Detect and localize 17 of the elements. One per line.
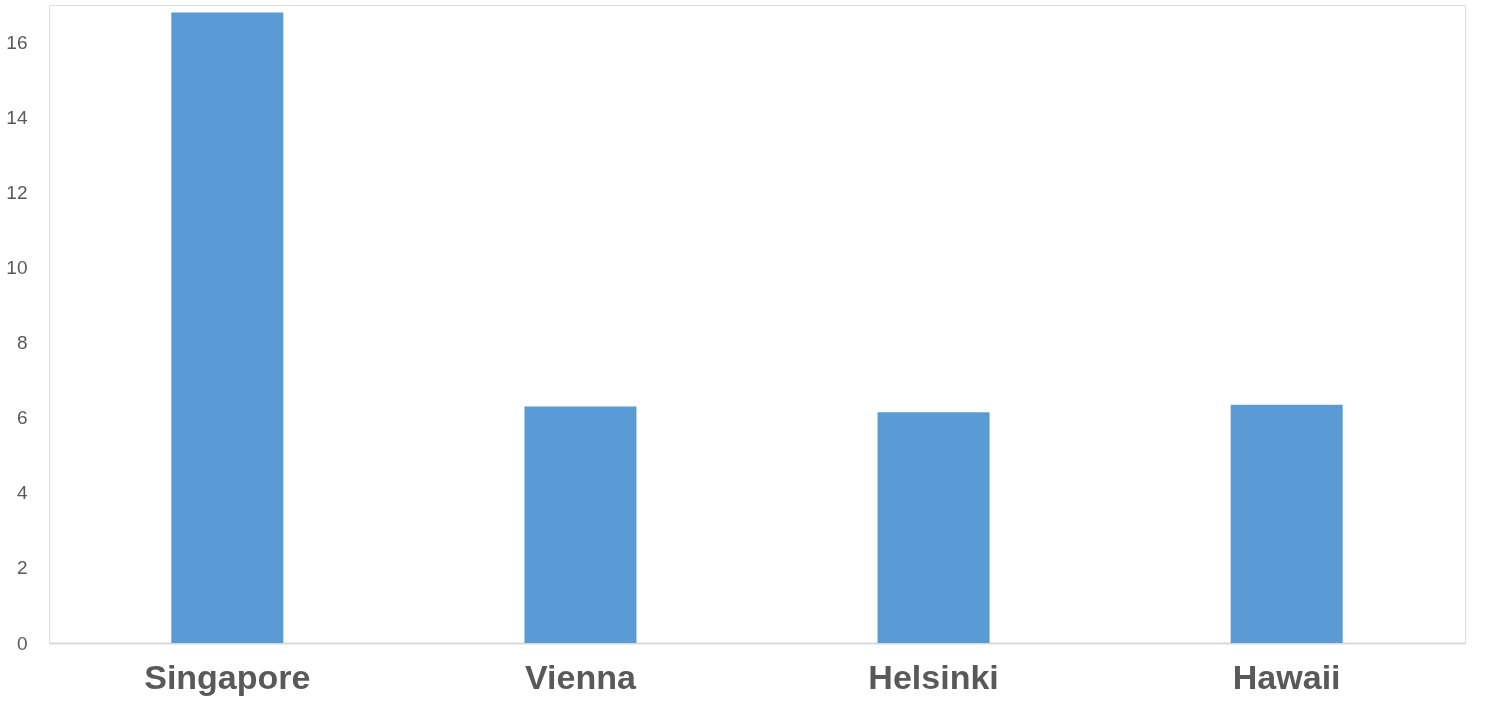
y-tick-label: 2 [16,557,28,579]
bar [877,412,990,643]
x-tick-label: Hawaii [1232,657,1341,696]
y-tick-label: 10 [6,257,28,279]
x-tick-label: Helsinki [868,657,999,696]
y-tick-label: 16 [6,32,28,54]
bar [1230,404,1343,643]
bar [171,12,284,643]
x-tick-label: Singapore [144,657,311,696]
y-tick-label: 4 [16,482,28,504]
y-tick-label: 8 [16,332,28,354]
x-tick-label: Vienna [525,657,637,696]
y-tick-label: 6 [16,407,28,429]
y-tick-label: 12 [6,182,28,204]
y-tick-label: 14 [6,107,28,129]
y-tick-label: 0 [16,632,28,654]
bar [524,406,637,643]
